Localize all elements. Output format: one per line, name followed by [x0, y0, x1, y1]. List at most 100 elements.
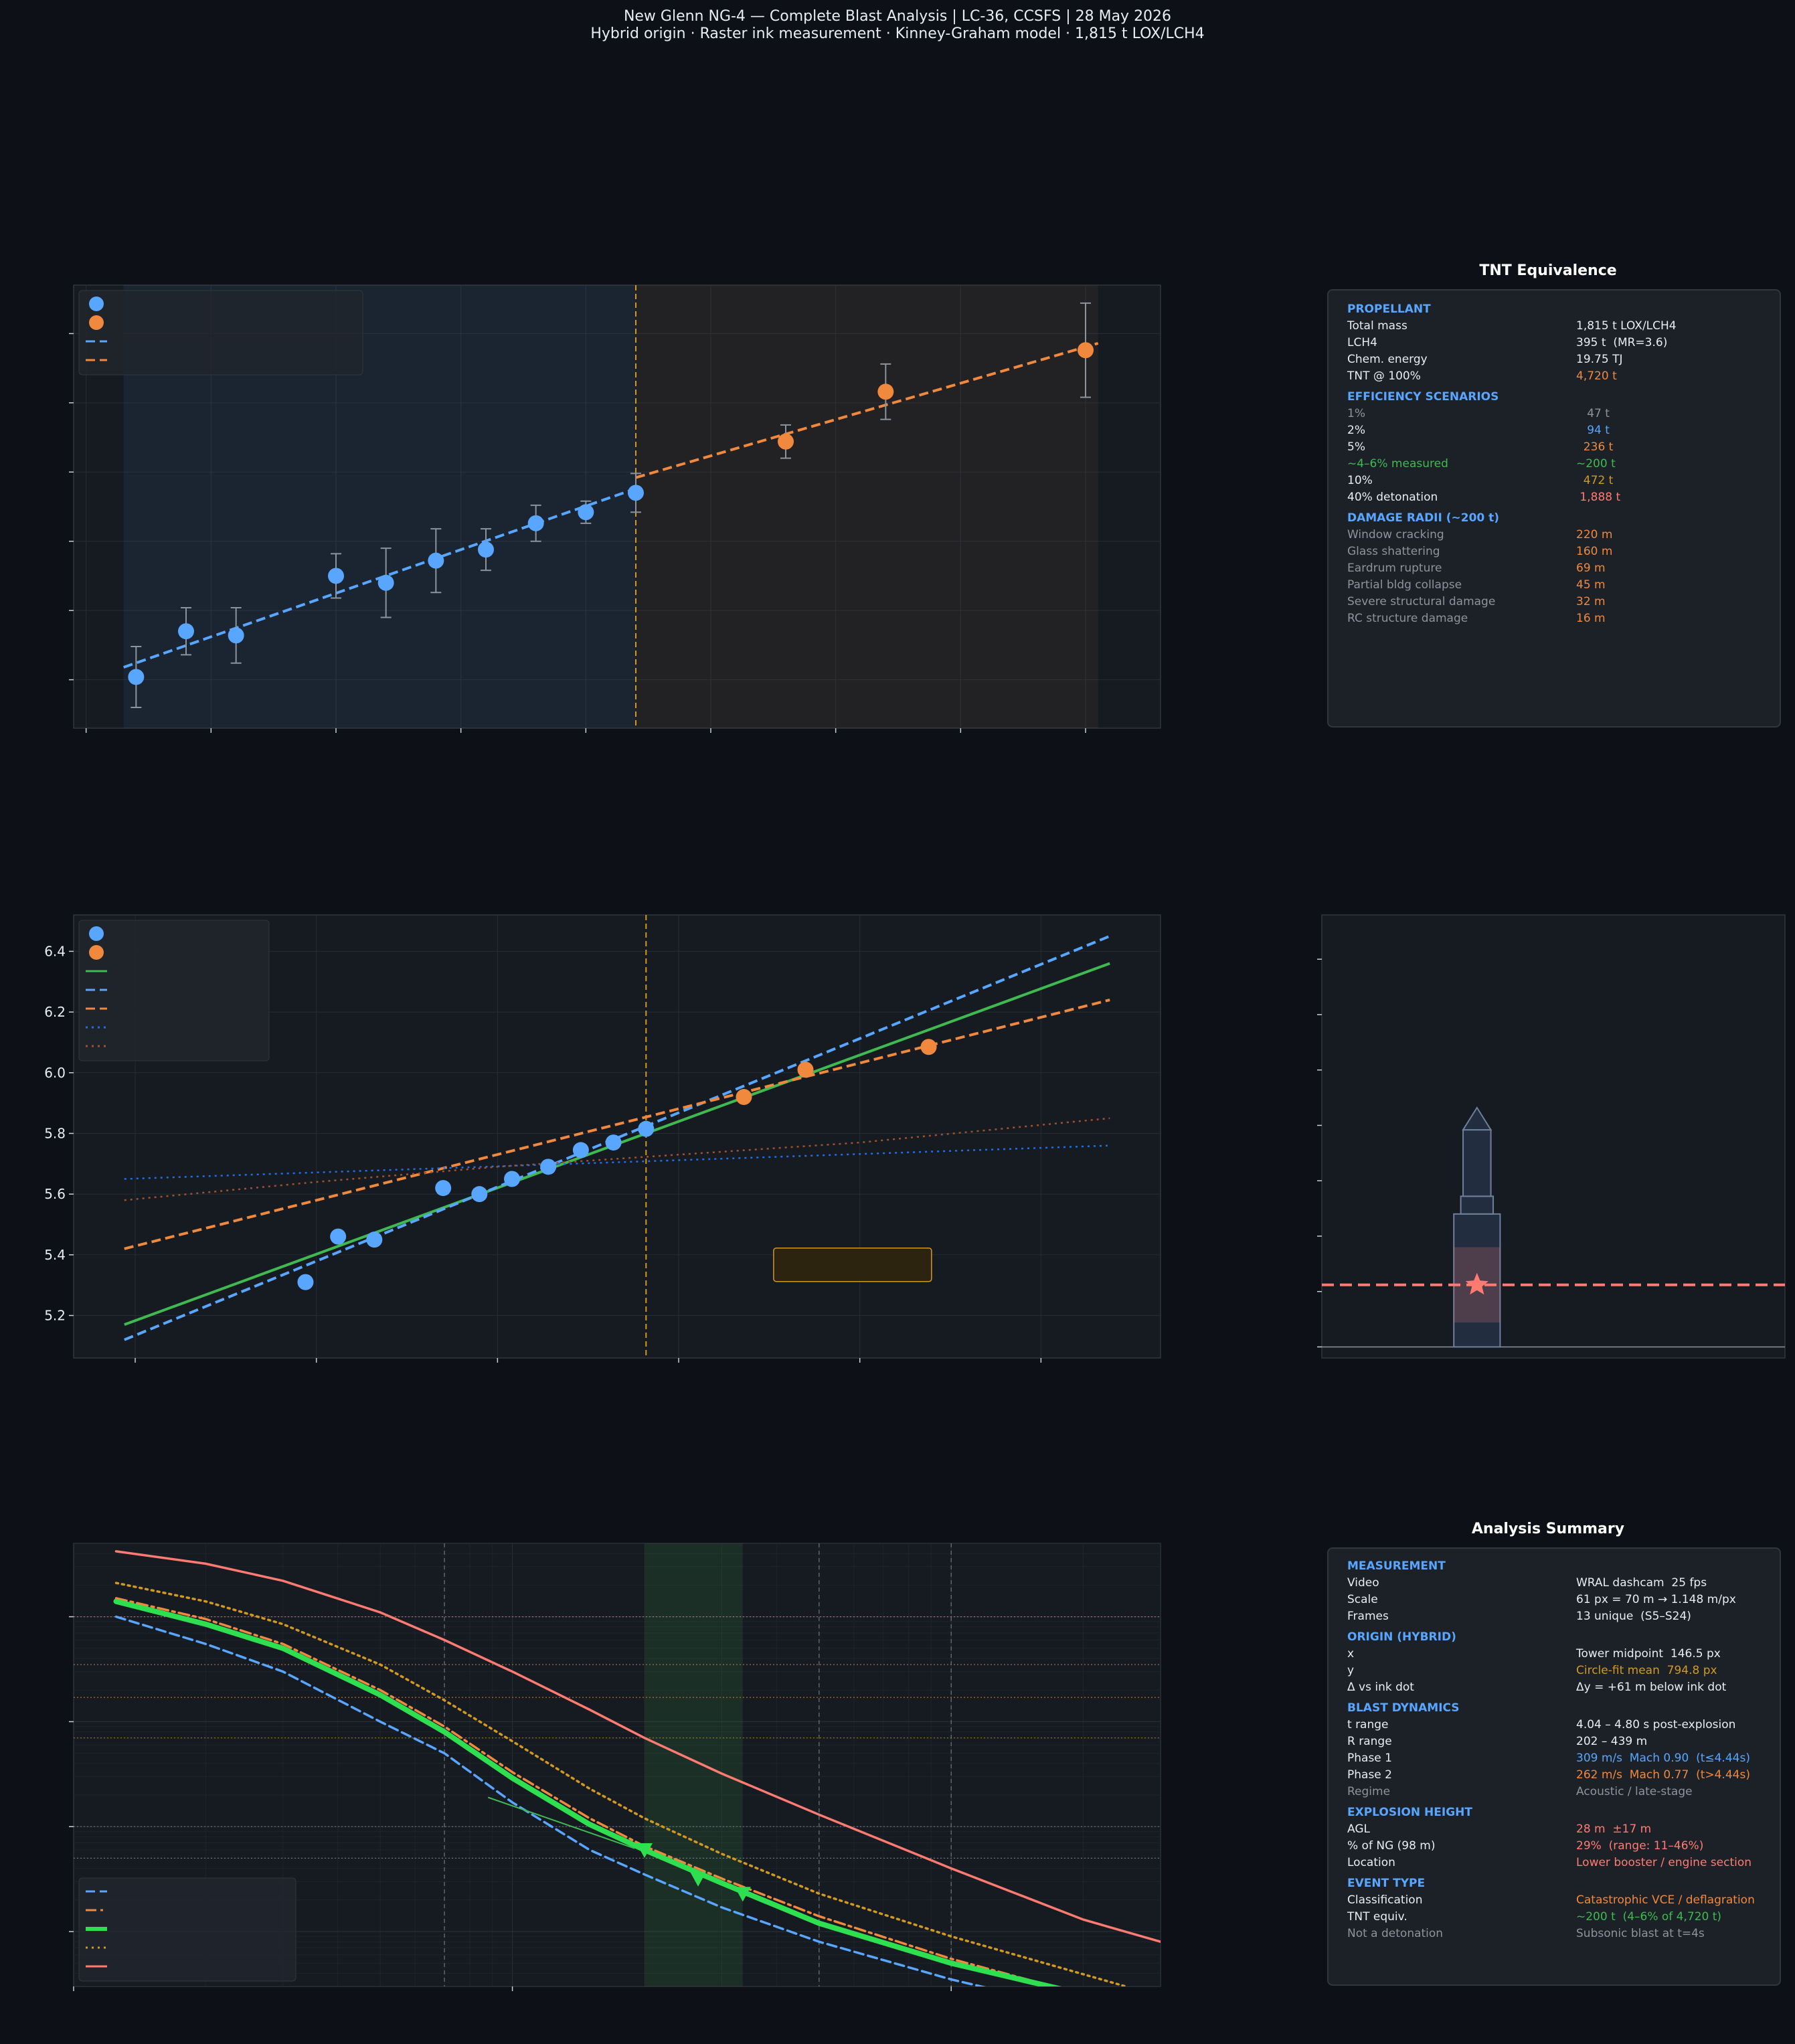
info-row-value: 16 m: [1576, 612, 1606, 625]
info-row-key: Phase 2: [1347, 1768, 1392, 1782]
loglog-data-point: [435, 1180, 452, 1197]
info-row-value: ~200 t: [1576, 457, 1616, 471]
info-section-heading: EVENT TYPE: [1347, 1877, 1426, 1890]
info-row: Frames 13 unique (S5–S24): [1347, 1610, 1780, 1626]
info-row-value: 29% (range: 11–46%): [1576, 1839, 1704, 1853]
loglog-series-line: [124, 1144, 1110, 1180]
figure-suptitle: New Glenn NG-4 — Complete Blast Analysis…: [623, 8, 1172, 25]
info-row-key: Frames: [1347, 1610, 1389, 1623]
figure-subtitle: Hybrid origin · Raster ink measurement ·…: [590, 25, 1205, 42]
info-row: Window cracking 220 m: [1347, 528, 1780, 545]
info-row-key: R range: [1347, 1735, 1392, 1748]
loglog-data-point: [605, 1134, 622, 1151]
info-section-heading: EXPLOSION HEIGHT: [1347, 1806, 1472, 1819]
info-row-value: 28 m ±17 m: [1576, 1822, 1652, 1836]
info-row: Severe structural damage 32 m: [1347, 595, 1780, 612]
overpressure-plot-group: [74, 1543, 1161, 1986]
summary-box-content: MEASUREMENT Video WRAL dashcam 25 fps Scale…: [1347, 1559, 1780, 1944]
loglog-ytick-label: 5.6: [44, 1186, 66, 1202]
info-row-value: ~200 t (4–6% of 4,720 t): [1576, 1910, 1722, 1924]
info-row-key: Glass shattering: [1347, 545, 1440, 558]
info-row-value: 4,720 t: [1576, 369, 1617, 383]
info-row-key: Not a detonation: [1347, 1927, 1444, 1940]
loglog-data-point: [797, 1061, 814, 1078]
info-row: Δ vs ink dot Δy = +61 m below ink dot: [1347, 1681, 1780, 1697]
overpressure-legend: [78, 1877, 296, 1982]
info-row-key: 10%: [1347, 474, 1373, 487]
info-row-value: 94 t: [1576, 424, 1610, 437]
info-row: 10% 472 t: [1347, 474, 1780, 491]
fairing-nose: [1462, 1106, 1492, 1131]
loglog-ytick-label: 5.8: [44, 1125, 66, 1141]
overpressure-curve: [113, 1598, 1062, 1986]
info-row-value: 160 m: [1576, 545, 1613, 558]
info-section-heading: MEASUREMENT: [1347, 1559, 1446, 1573]
info-row-key: Partial bldg collapse: [1347, 578, 1462, 592]
explosion-star-icon: [1465, 1272, 1488, 1295]
radius-legend-marker: [89, 296, 104, 311]
radius-series-line: [635, 341, 1099, 479]
info-row: y Circle-fit mean 794.8 px: [1347, 1664, 1780, 1681]
measured-marker: [690, 1871, 707, 1887]
info-row-value: Subsonic blast at t=4s: [1576, 1927, 1705, 1940]
loglog-legend: [78, 920, 270, 1061]
info-row: TNT equiv. ~200 t (4–6% of 4,720 t): [1347, 1910, 1780, 1927]
loglog-data-point: [471, 1186, 488, 1203]
loglog-data-point: [736, 1089, 752, 1106]
info-row-value: WRAL dashcam 25 fps: [1576, 1576, 1707, 1590]
info-row-value: 19.75 TJ: [1576, 353, 1623, 366]
info-row: x Tower midpoint 146.5 px: [1347, 1647, 1780, 1664]
radius-data-point: [628, 485, 644, 501]
info-row: RC structure damage 16 m: [1347, 612, 1780, 628]
info-row-key: y: [1347, 1664, 1355, 1677]
info-row: Classification Catastrophic VCE / deflagr…: [1347, 1893, 1780, 1910]
radius-legend: [78, 290, 363, 375]
info-row: Location Lower booster / engine section: [1347, 1856, 1780, 1873]
phase2-shading: [636, 285, 1098, 728]
info-row-value: Circle-fit mean 794.8 px: [1576, 1664, 1717, 1677]
info-row-value: 32 m: [1576, 595, 1606, 608]
info-row: 40% detonation 1,888 t: [1347, 491, 1780, 507]
info-row-value: 13 unique (S5–S24): [1576, 1610, 1691, 1623]
overpressure-curve: [114, 1615, 987, 1986]
loglog-data-point: [504, 1171, 521, 1187]
info-row-key: AGL: [1347, 1822, 1370, 1836]
info-row-key: t range: [1347, 1718, 1389, 1731]
radius-data-point: [377, 574, 394, 591]
info-row-value: 61 px = 70 m → 1.148 m/px: [1576, 1593, 1736, 1606]
location-plot-area: [1321, 914, 1786, 1359]
loglog-annotation-box: [773, 1247, 932, 1282]
overpressure-curve: [114, 1550, 1161, 1943]
info-row-key: Eardrum rupture: [1347, 562, 1442, 575]
radius-data-point: [428, 552, 444, 569]
info-row-key: RC structure damage: [1347, 612, 1468, 625]
info-row: R range 202 – 439 m: [1347, 1735, 1780, 1752]
radius-data-point: [527, 515, 544, 531]
info-row-key: Regime: [1347, 1785, 1391, 1798]
radius-data-point: [877, 384, 894, 400]
loglog-legend-marker: [89, 926, 104, 941]
radius-data-point: [578, 504, 594, 521]
info-row-key: 5%: [1347, 440, 1365, 454]
info-row-key: Total mass: [1347, 319, 1407, 333]
info-row-value: 47 t: [1576, 407, 1610, 420]
info-row-key: 40% detonation: [1347, 491, 1438, 504]
info-row-key: 1%: [1347, 407, 1365, 420]
info-row: Video WRAL dashcam 25 fps: [1347, 1576, 1780, 1593]
info-row-key: Severe structural damage: [1347, 595, 1496, 608]
info-row-key: 2%: [1347, 424, 1365, 437]
info-row: % of NG (98 m) 29% (range: 11–46%): [1347, 1839, 1780, 1856]
info-row-value: 69 m: [1576, 562, 1606, 575]
loglog-ytick-label: 5.4: [44, 1247, 66, 1263]
radius-data-point: [778, 433, 794, 450]
radius-data-point: [128, 669, 145, 685]
loglog-data-point: [297, 1274, 314, 1290]
loglog-data-point: [366, 1231, 383, 1248]
info-section-heading: BLAST DYNAMICS: [1347, 1701, 1460, 1715]
info-row-value: 45 m: [1576, 578, 1606, 592]
loglog-ytick-label: 5.2: [44, 1308, 66, 1324]
info-row-key: Window cracking: [1347, 528, 1444, 541]
info-row: 5% 236 t: [1347, 440, 1780, 457]
info-row-value: Catastrophic VCE / deflagration: [1576, 1893, 1755, 1907]
